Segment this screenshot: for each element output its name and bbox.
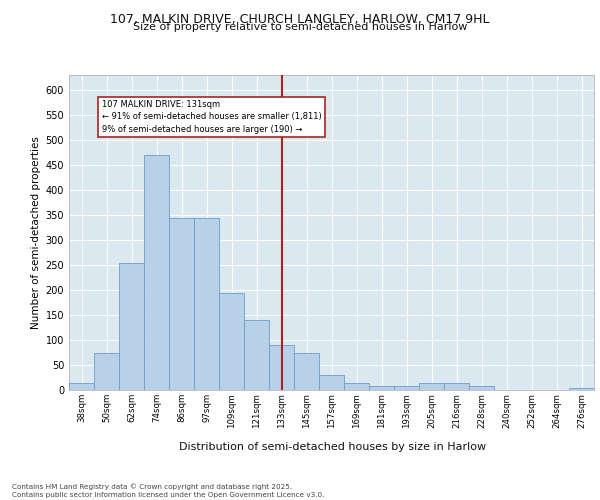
Bar [94, 352, 119, 390]
Bar [444, 382, 469, 390]
Y-axis label: Number of semi-detached properties: Number of semi-detached properties [31, 136, 41, 329]
Bar [344, 382, 369, 390]
Bar [369, 386, 394, 390]
Bar [469, 386, 494, 390]
Bar [219, 292, 244, 390]
Bar [69, 382, 94, 390]
Bar [394, 386, 419, 390]
Text: 107, MALKIN DRIVE, CHURCH LANGLEY, HARLOW, CM17 9HL: 107, MALKIN DRIVE, CHURCH LANGLEY, HARLO… [110, 12, 490, 26]
Bar [144, 155, 169, 390]
Bar [244, 320, 269, 390]
Bar [269, 345, 294, 390]
Bar [194, 218, 219, 390]
Text: Contains HM Land Registry data © Crown copyright and database right 2025.
Contai: Contains HM Land Registry data © Crown c… [12, 484, 325, 498]
Bar [294, 352, 319, 390]
Bar [419, 382, 444, 390]
Bar [169, 218, 194, 390]
Text: 107 MALKIN DRIVE: 131sqm
← 91% of semi-detached houses are smaller (1,811)
9% of: 107 MALKIN DRIVE: 131sqm ← 91% of semi-d… [101, 100, 321, 134]
Bar [569, 388, 594, 390]
Text: Distribution of semi-detached houses by size in Harlow: Distribution of semi-detached houses by … [179, 442, 487, 452]
Bar [319, 375, 344, 390]
Text: Size of property relative to semi-detached houses in Harlow: Size of property relative to semi-detach… [133, 22, 467, 32]
Bar [119, 262, 144, 390]
